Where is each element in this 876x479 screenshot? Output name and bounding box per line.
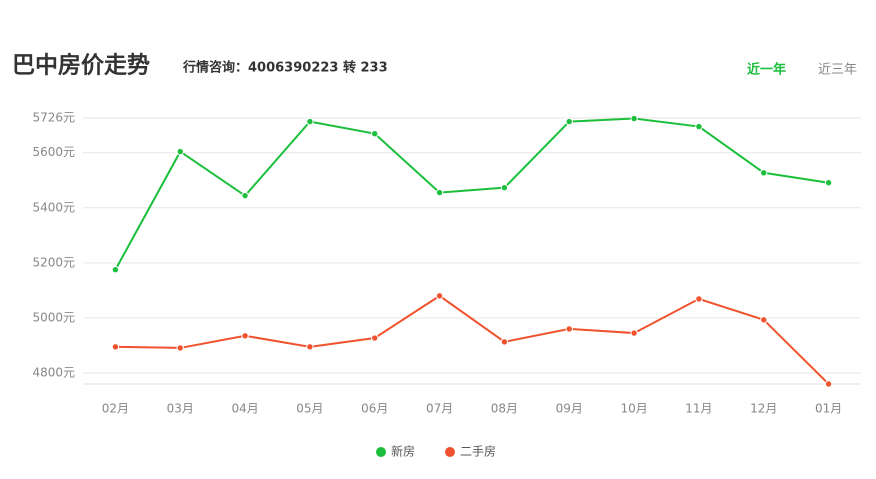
y-tick-label: 5200元 xyxy=(32,255,75,269)
tab[interactable]: 近三年 xyxy=(818,63,857,78)
point xyxy=(241,332,249,340)
x-tick-label: 06月 xyxy=(361,402,388,416)
point xyxy=(695,122,703,131)
x-tick-label: 12月 xyxy=(750,402,777,416)
y-tick-label: 5400元 xyxy=(32,200,75,214)
x-tick-label: 01月 xyxy=(815,402,842,416)
point xyxy=(241,191,249,200)
point xyxy=(111,343,120,351)
legend-label: 二手房 xyxy=(460,444,496,459)
point xyxy=(306,343,314,351)
x-tick-label: 09月 xyxy=(556,402,583,416)
x-tick-label: 05月 xyxy=(296,402,323,416)
point xyxy=(695,295,703,303)
point xyxy=(435,188,444,197)
point xyxy=(565,325,573,333)
point xyxy=(306,117,314,126)
line xyxy=(115,294,830,385)
point xyxy=(500,183,509,192)
y-tick-label: 4800元 xyxy=(32,365,75,379)
point xyxy=(500,338,509,346)
tab-active[interactable]: 近一年 xyxy=(747,62,786,78)
point xyxy=(630,329,638,337)
x-tick-label: 03月 xyxy=(167,402,194,416)
page-title: 巴中房价走势 xyxy=(12,52,150,79)
legend-label: 新房 xyxy=(391,444,415,459)
point xyxy=(760,169,768,177)
point xyxy=(111,266,120,274)
y-tick-label: 5000元 xyxy=(32,310,75,324)
point xyxy=(630,114,638,123)
x-tick-label: 10月 xyxy=(620,402,647,416)
legend-swatch xyxy=(445,447,455,457)
legend-swatch xyxy=(376,447,386,457)
point xyxy=(824,179,833,187)
point xyxy=(760,316,768,324)
y-tick-label: 5726元 xyxy=(32,111,75,125)
point xyxy=(176,344,184,352)
point xyxy=(565,117,573,126)
point xyxy=(824,380,833,388)
x-tick-label: 08月 xyxy=(491,402,518,416)
point xyxy=(371,334,379,342)
point xyxy=(176,147,184,156)
line xyxy=(114,117,829,271)
x-tick-label: 11月 xyxy=(685,402,712,416)
point xyxy=(435,292,444,300)
x-tick-label: 02月 xyxy=(102,402,129,416)
subtitle: 行情咨询：4006390223 转 233 xyxy=(182,60,388,76)
point xyxy=(371,129,379,138)
x-tick-label: 07月 xyxy=(426,402,453,416)
y-tick-label: 5600元 xyxy=(32,145,75,159)
x-tick-label: 04月 xyxy=(231,402,258,416)
